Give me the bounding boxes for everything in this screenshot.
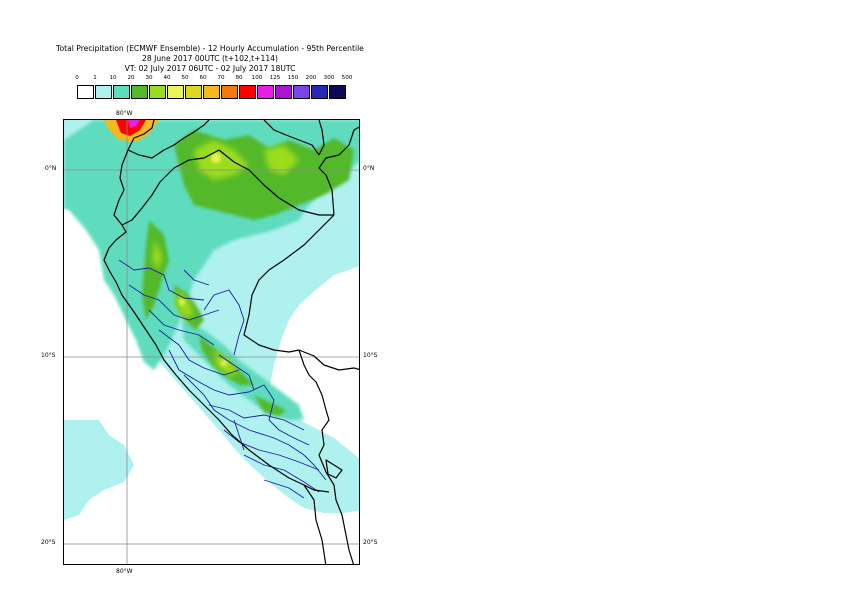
- lat-label-20s-left: 20°S: [41, 539, 56, 546]
- legend-swatch: [167, 85, 184, 99]
- admin-boundaries: [118, 259, 327, 499]
- legend-tick: 80: [235, 75, 243, 81]
- precip-area-lime: [152, 140, 299, 376]
- legend-tick: 500: [341, 75, 353, 81]
- legend-swatch: [329, 85, 346, 99]
- legend-tick: 300: [323, 75, 335, 81]
- legend-swatch: [275, 85, 292, 99]
- legend-tick: 30: [145, 75, 153, 81]
- legend-swatch: [311, 85, 328, 99]
- graticule: [64, 120, 359, 564]
- legend-swatch: [95, 85, 112, 99]
- legend-swatch: [257, 85, 274, 99]
- legend-swatch: [221, 85, 238, 99]
- lat-label-0-right: 0°N: [363, 165, 375, 172]
- legend-swatch: [293, 85, 310, 99]
- legend-tick: 40: [163, 75, 171, 81]
- legend-swatch: [203, 85, 220, 99]
- legend-tick: 20: [127, 75, 135, 81]
- precip-area-yellow: [179, 153, 227, 366]
- legend-tick: 200: [305, 75, 317, 81]
- map-canvas: [64, 120, 359, 564]
- map-run-time: 28 June 2017 00UTC (t+102,t+114): [142, 54, 278, 63]
- legend-tick: 70: [217, 75, 225, 81]
- lat-label-10s-right: 10°S: [363, 352, 378, 359]
- legend-swatch: [239, 85, 256, 99]
- legend-tick: 10: [109, 75, 117, 81]
- legend-swatch: [185, 85, 202, 99]
- legend-swatch: [131, 85, 148, 99]
- lon-label-80w-bottom: 80°W: [116, 568, 133, 575]
- legend-swatch: [149, 85, 166, 99]
- legend-tick: 60: [199, 75, 207, 81]
- lat-label-0-left: 0°N: [45, 165, 57, 172]
- legend-tick: 100: [251, 75, 263, 81]
- lat-label-20s-right: 20°S: [363, 539, 378, 546]
- legend-swatch: [113, 85, 130, 99]
- precip-area-heavy: [104, 120, 159, 142]
- lat-label-10s-left: 10°S: [41, 352, 56, 359]
- legend-tick: 125: [269, 75, 281, 81]
- precipitation-map: [63, 119, 360, 565]
- map-valid-time: VT: 02 July 2017 06UTC - 02 July 2017 18…: [124, 64, 296, 73]
- legend-swatch: [77, 85, 94, 99]
- coastlines-borders: [103, 120, 359, 564]
- legend-tick: 0: [75, 75, 79, 81]
- legend-tick: 50: [181, 75, 189, 81]
- lon-label-80w-top: 80°W: [116, 110, 133, 117]
- map-title: Total Precipitation (ECMWF Ensemble) - 1…: [56, 44, 364, 53]
- legend-tick: 1: [93, 75, 97, 81]
- legend-tick: 150: [287, 75, 299, 81]
